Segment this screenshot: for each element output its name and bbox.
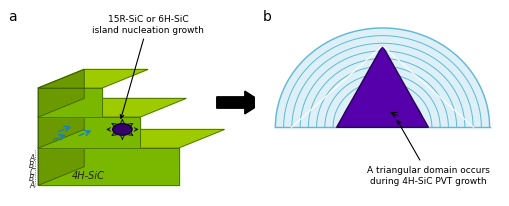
Polygon shape bbox=[38, 117, 140, 148]
Text: a: a bbox=[8, 10, 16, 24]
Polygon shape bbox=[38, 89, 102, 117]
Polygon shape bbox=[38, 130, 224, 148]
FancyArrow shape bbox=[216, 92, 262, 114]
Polygon shape bbox=[336, 47, 428, 128]
Ellipse shape bbox=[112, 124, 132, 136]
Text: 15R-SiC or 6H-SiC
island nucleation growth: 15R-SiC or 6H-SiC island nucleation grow… bbox=[92, 15, 204, 119]
Text: B: B bbox=[29, 173, 35, 182]
Polygon shape bbox=[38, 70, 84, 117]
Text: C: C bbox=[29, 167, 35, 176]
Text: A triangular domain occurs
during 4H-SiC PVT growth: A triangular domain occurs during 4H-SiC… bbox=[366, 121, 489, 185]
Text: 4H-SiC: 4H-SiC bbox=[71, 170, 104, 180]
Text: A: A bbox=[29, 180, 35, 189]
Text: A: A bbox=[29, 153, 35, 163]
Text: b: b bbox=[262, 10, 271, 24]
Text: B: B bbox=[29, 160, 35, 169]
Polygon shape bbox=[38, 99, 84, 148]
Polygon shape bbox=[38, 148, 178, 185]
Polygon shape bbox=[38, 99, 186, 117]
Polygon shape bbox=[275, 29, 489, 128]
Polygon shape bbox=[38, 130, 84, 185]
Polygon shape bbox=[38, 70, 148, 89]
